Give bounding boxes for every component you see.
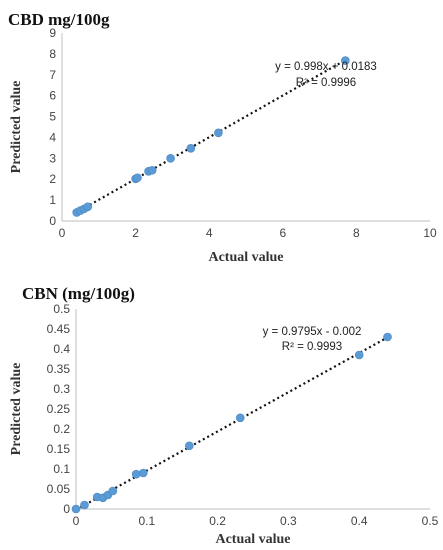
data-point [83, 202, 93, 212]
y-tick-label: 0 [49, 214, 56, 228]
y-tick-label: 4 [49, 130, 56, 144]
x-tick-label: 10 [423, 226, 437, 240]
data-point [133, 173, 142, 183]
chart-2: CBN (mg/100g) 0 0.1 0.2 0.3 0.4 0.5 0 0.05 0.1 0.1… [9, 284, 439, 547]
y-tick-label: 0 [63, 502, 70, 516]
y-tick-label: 0.1 [53, 462, 70, 476]
r-squared-label: R² = 0.9996 [296, 77, 356, 89]
x-tick-label: 6 [279, 226, 286, 240]
trendline-equation: y = 0.998x + 0.0183 [275, 61, 377, 73]
chart-title: CBN (mg/100g) [22, 284, 135, 303]
y-tick-label: 1 [49, 193, 56, 207]
chart-1: CBD mg/100g 0 2 4 6 8 10 0 1 2 3 4 5 6 7 8 9 Actual value… [8, 10, 437, 265]
data-point [186, 144, 196, 153]
y-tick-label: 5 [49, 110, 56, 124]
x-tick-label: 0 [59, 226, 66, 240]
y-tick-label: 9 [49, 26, 56, 40]
x-axis-label: Actual value [208, 250, 283, 265]
data-point [354, 350, 364, 360]
x-tick-label: 0.2 [209, 514, 226, 528]
y-tick-label: 3 [49, 151, 56, 165]
y-tick-label: 0.3 [53, 382, 70, 396]
y-tick-label: 0.15 [47, 442, 71, 456]
data-point [71, 504, 81, 514]
data-point [166, 154, 175, 163]
data-point [383, 332, 392, 342]
x-tick-label: 0.1 [138, 514, 155, 528]
y-tick-label: 6 [49, 89, 56, 103]
trendline [76, 59, 346, 214]
x-tick-label: 0 [73, 514, 80, 528]
data-point [184, 441, 194, 451]
r-squared-label: R² = 0.9993 [282, 341, 342, 353]
y-tick-label: 7 [49, 68, 56, 82]
data-point [108, 486, 118, 496]
data-point [147, 165, 157, 175]
x-tick-label: 0.3 [280, 514, 297, 528]
trendline-equation: y = 0.9795x - 0.002 [263, 326, 362, 338]
data-point [80, 500, 89, 510]
y-axis-label: Predicted value [9, 363, 24, 456]
y-tick-label: 0.05 [47, 482, 71, 496]
data-point [131, 469, 141, 479]
y-tick-label: 8 [49, 47, 56, 61]
x-tick-label: 4 [206, 226, 213, 240]
y-tick-label: 0.5 [53, 302, 70, 316]
y-tick-label: 0.4 [53, 342, 70, 356]
data-point [138, 468, 148, 478]
data-point [214, 128, 223, 138]
x-axis-label: Actual value [215, 532, 290, 547]
x-tick-label: 2 [132, 226, 139, 240]
y-axis-label: Predicted value [9, 81, 24, 174]
chart-title: CBD mg/100g [8, 10, 110, 29]
y-tick-label: 0.35 [47, 362, 71, 376]
y-tick-label: 0.2 [53, 422, 70, 436]
y-tick-label: 0.25 [47, 402, 71, 416]
y-tick-label: 0.45 [47, 322, 71, 336]
x-tick-label: 0.5 [422, 514, 439, 528]
x-tick-label: 8 [353, 226, 360, 240]
x-tick-label: 0.4 [351, 514, 368, 528]
data-point [235, 413, 245, 423]
data-point [341, 56, 350, 65]
y-tick-label: 2 [49, 172, 56, 186]
trendline [75, 336, 389, 511]
